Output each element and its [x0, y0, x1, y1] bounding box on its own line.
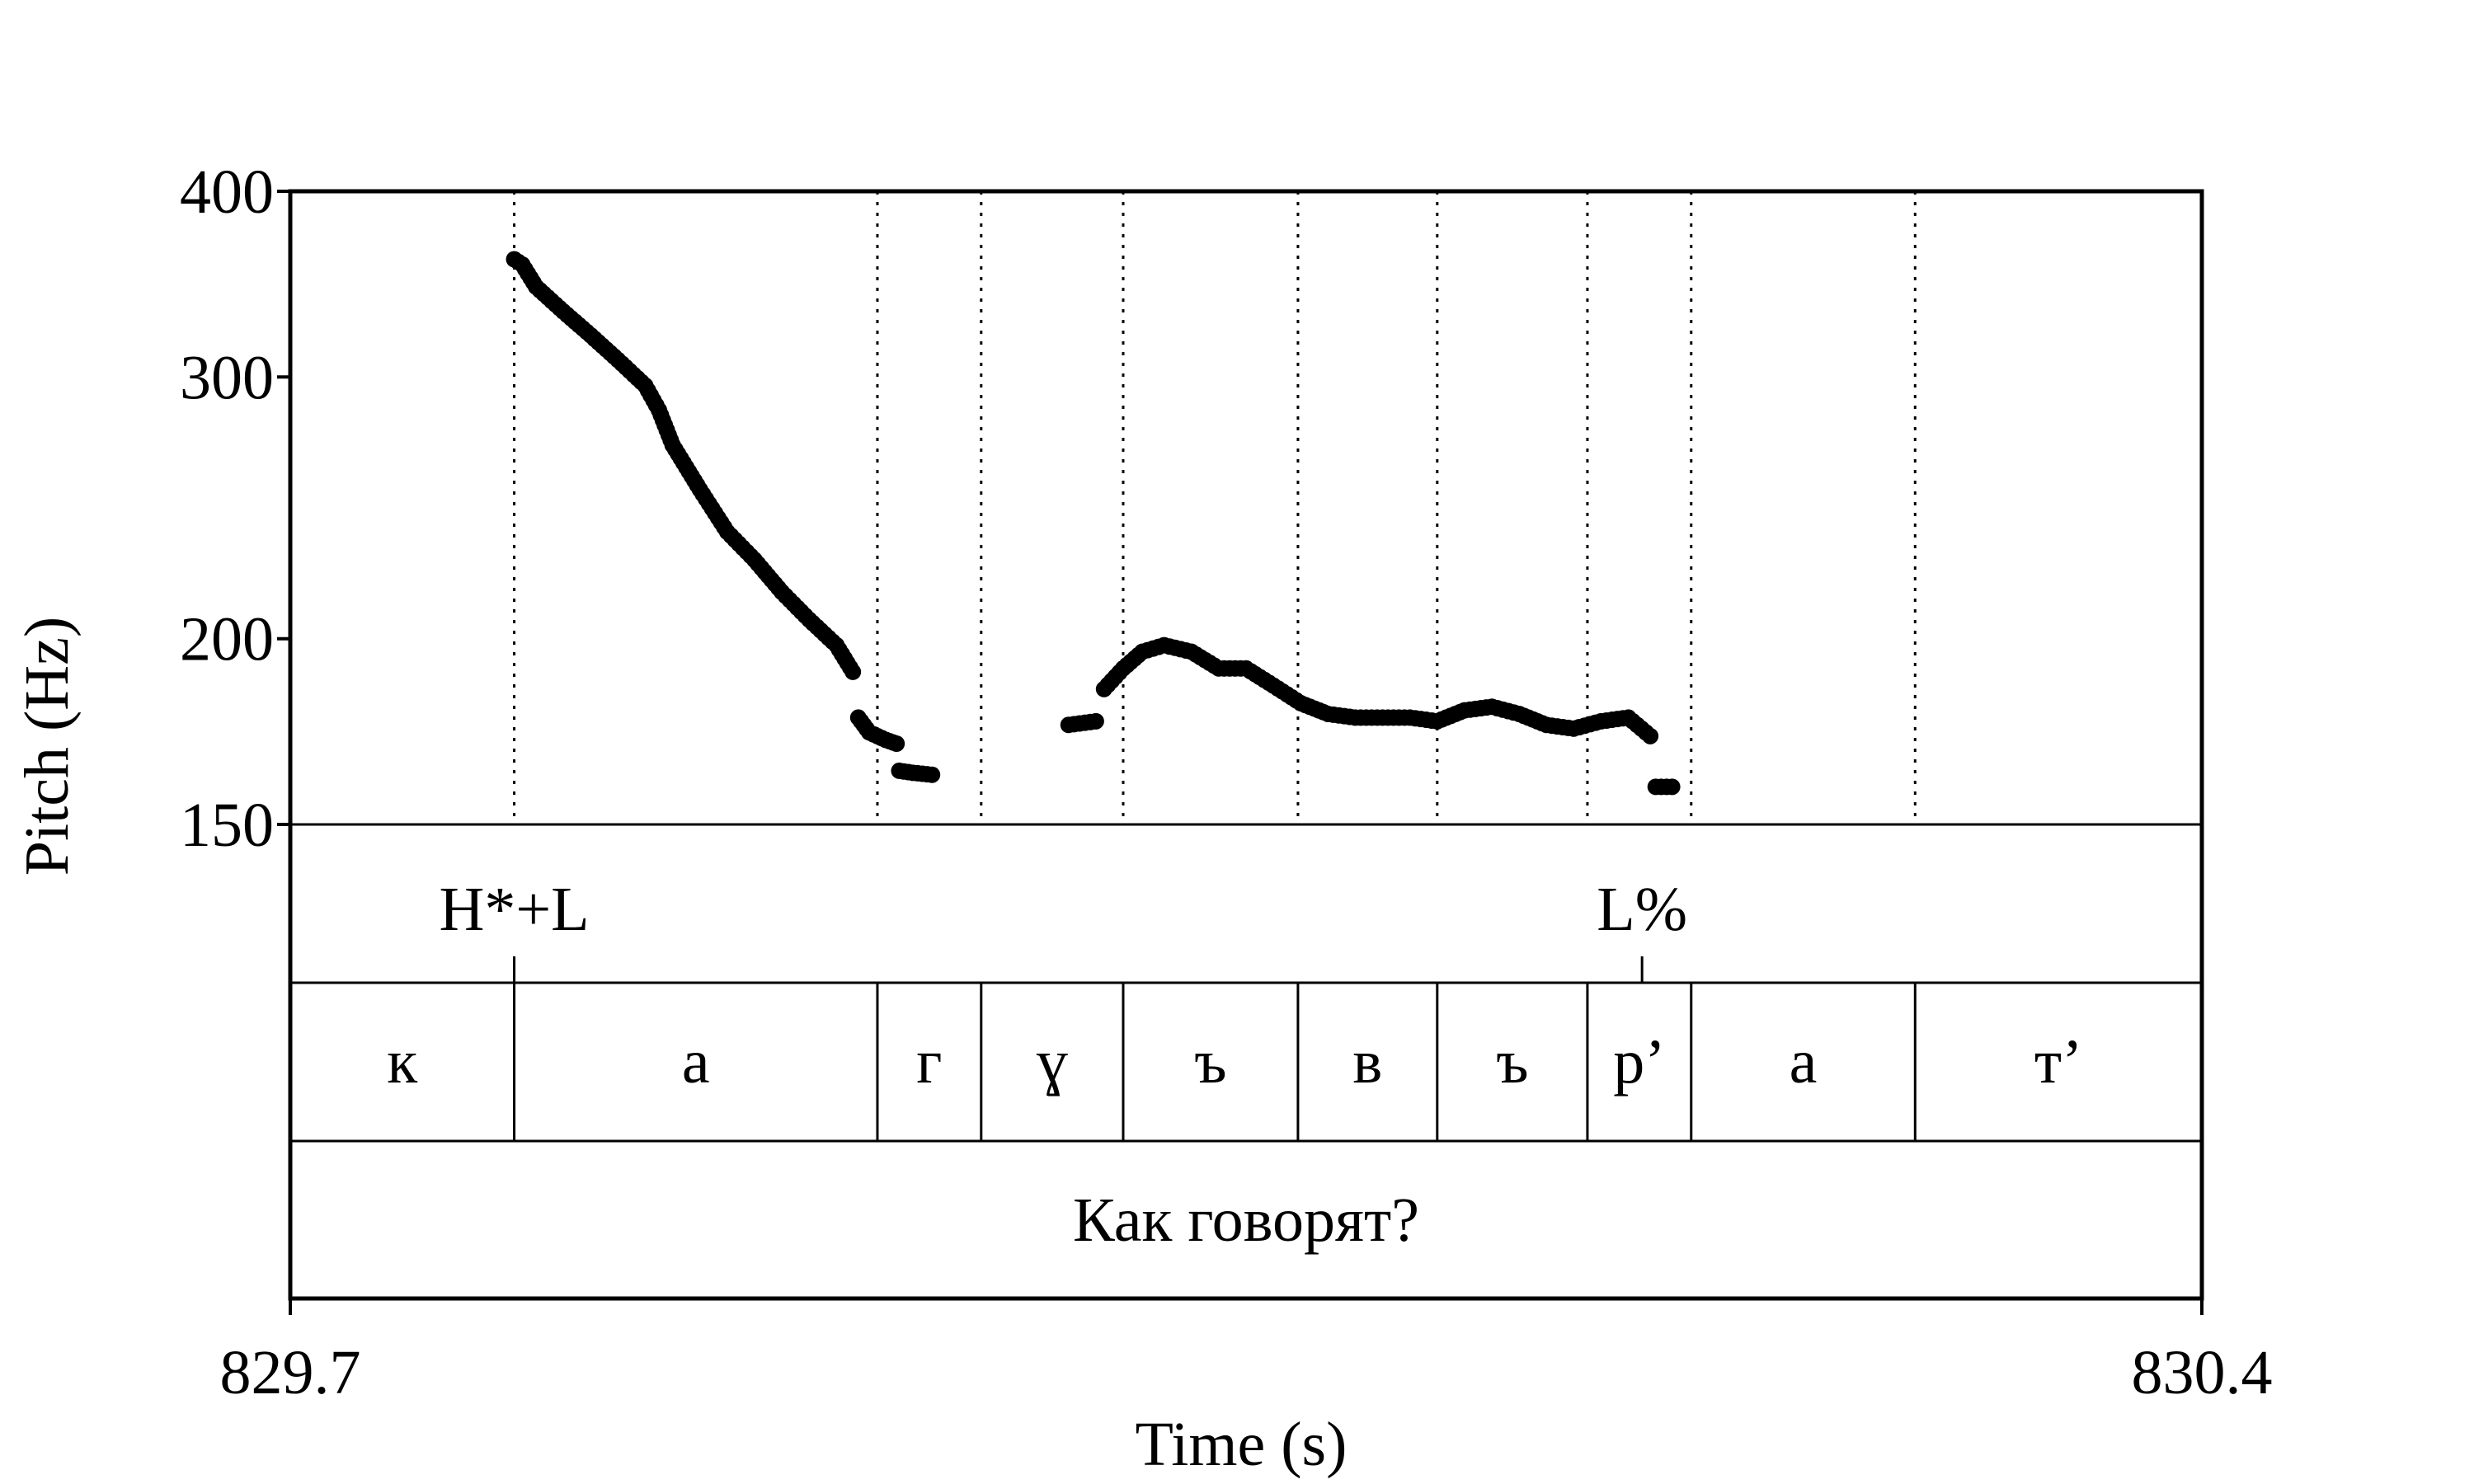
plot-frame: [288, 189, 2204, 1301]
tone-label: L%: [1597, 875, 1687, 944]
segment-label: г: [916, 1027, 942, 1097]
y-tick-label: 200: [180, 605, 274, 674]
pitch-point: [844, 663, 862, 680]
y-axis-title: Pitch (Hz): [12, 617, 82, 876]
pitch-point: [1087, 712, 1104, 730]
segment-label: ъ: [1194, 1027, 1226, 1097]
y-tick-label: 150: [180, 791, 274, 860]
pitch-point: [924, 766, 941, 783]
segment-label: т’: [2034, 1027, 2083, 1097]
pitch-point: [1642, 727, 1659, 744]
utterance-label: Как говорят?: [1073, 1186, 1419, 1255]
segment-label: ɣ: [1037, 1027, 1068, 1097]
annotation-tiers: H*+L L% к а г ɣ ъ в ъ р’ а т’ Как говорят?: [290, 823, 2202, 1255]
x-axis-title: Time (s): [1136, 1410, 1348, 1479]
y-tick-label: 300: [180, 343, 274, 412]
x-tick-label: 829.7: [220, 1338, 361, 1407]
segment-label: в: [1352, 1027, 1382, 1097]
y-tick-label: 400: [180, 157, 274, 227]
pitch-track: [506, 251, 1681, 796]
tone-label: H*+L: [439, 875, 589, 944]
segment-label: р’: [1613, 1027, 1665, 1097]
segment-label: а: [682, 1027, 710, 1097]
pitch-point: [1663, 778, 1681, 796]
segment-label: к: [387, 1027, 417, 1097]
x-tick-label: 830.4: [2132, 1338, 2273, 1407]
segment-label: а: [1790, 1027, 1818, 1097]
segment-boundaries: [513, 191, 1917, 824]
segment-label: ъ: [1496, 1027, 1528, 1097]
axes: 150 200 300 400 829.7 830.4: [180, 157, 2273, 1407]
pitch-point: [888, 735, 905, 752]
